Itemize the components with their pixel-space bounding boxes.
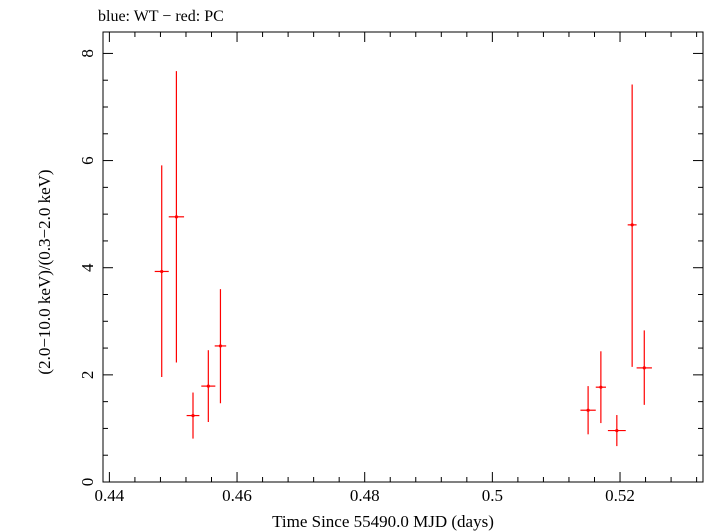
y-tick-label: 0 (78, 478, 97, 487)
data-point (214, 289, 227, 404)
data-point (186, 392, 200, 439)
data-point (154, 165, 169, 377)
x-tick-label: 0.48 (350, 486, 380, 505)
x-tick-label: 0.5 (482, 486, 503, 505)
point-marker (174, 215, 179, 219)
y-tick-label: 4 (78, 263, 97, 272)
data-point (201, 350, 216, 422)
chart-title: blue: WT − red: PC (98, 8, 224, 25)
point-marker (615, 428, 619, 433)
x-tick-label: 0.46 (222, 486, 252, 505)
data-point (168, 71, 185, 363)
data-point (627, 84, 637, 367)
data-point (607, 415, 626, 447)
data-point (580, 386, 596, 435)
x-axis-label: Time Since 55490.0 MJD (days) (272, 512, 494, 531)
point-marker (642, 366, 646, 370)
point-marker (218, 344, 223, 348)
data-point (595, 351, 606, 424)
y-tick-label: 8 (78, 49, 97, 58)
y-axis-label: (2.0−10.0 keV)/(0.3−2.0 keV) (35, 169, 54, 374)
axis-ticks: 0.44 0.46 0.48 0.5 0.52 0 2 4 6 8 (78, 32, 703, 505)
data-points (154, 71, 652, 447)
y-tick-label: 6 (78, 156, 97, 165)
x-tick-label: 0.52 (605, 486, 635, 505)
data-point (636, 330, 652, 405)
point-marker (599, 385, 603, 389)
point-marker (191, 413, 195, 418)
point-marker (206, 384, 210, 388)
point-marker (160, 269, 164, 274)
x-tick-label: 0.44 (95, 486, 125, 505)
point-marker (586, 408, 590, 412)
point-marker (630, 223, 634, 227)
y-tick-label: 2 (78, 371, 97, 380)
plot-frame (102, 31, 704, 483)
